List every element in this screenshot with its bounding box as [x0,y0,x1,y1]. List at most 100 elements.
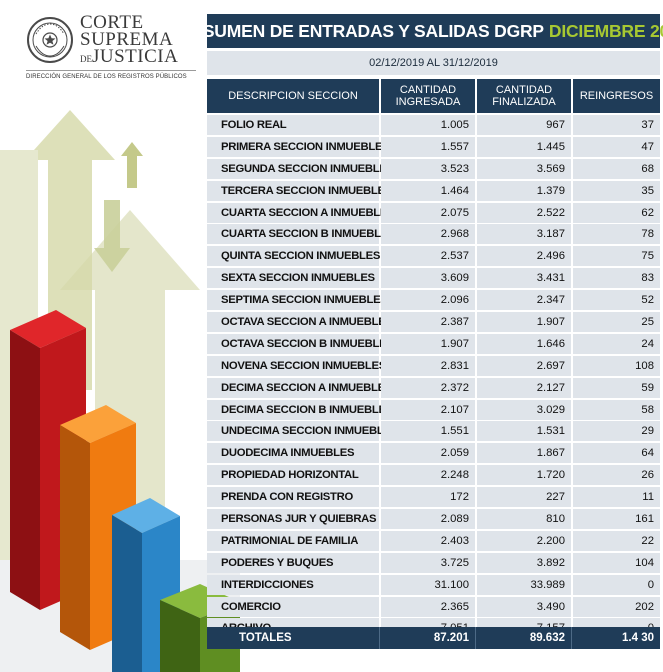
column-header-reingresos: REINGRESOS [573,79,660,113]
decorative-bar-graphic [0,110,240,672]
table-row: SEGUNDA SECCION INMUEBLES 3.523 3.569 68 [207,158,660,179]
table-body: FOLIO REAL 1.005 967 37 PRIMERA SECCION INMU… [207,115,660,640]
row-description: UNDECIMA SECCION INMUEBLES [207,421,398,442]
table-row: OCTAVA SECCION A INMUEBLES 2.387 1.907 25 [207,312,660,333]
row-reingresos: 104 [573,552,660,573]
row-ingresada: 2.387 [381,312,475,333]
row-description: QUINTA SECCION INMUEBLES [207,246,380,267]
row-description: OCTAVA SECCION B INMUEBLES [207,333,394,354]
totals-row: TOTALES 87.201 89.632 1.4 30 [207,627,660,649]
row-reingresos: 68 [573,158,660,179]
title-main: RESUMEN DE ENTRADAS Y SALIDAS DGRP [178,20,544,41]
row-ingresada: 31.100 [381,574,475,595]
row-reingresos: 0 [573,574,660,595]
row-finalizada: 2.697 [477,355,571,376]
arrow-up-medium-icon [25,110,115,390]
row-ingresada: 1.907 [381,333,475,354]
row-description: SEXTA SECCION INMUEBLES [207,268,379,289]
row-finalizada: 810 [477,509,571,530]
row-finalizada: 1.379 [477,180,571,201]
row-finalizada: 1.646 [477,333,571,354]
row-reingresos: 64 [573,443,660,464]
row-reingresos: 22 [573,530,660,551]
row-ingresada: 2.089 [381,509,475,530]
row-ingresada: 3.523 [381,158,475,179]
row-ingresada: 2.403 [381,530,475,551]
row-finalizada: 3.490 [477,596,571,617]
totals-divider [475,627,476,649]
row-ingresada: 3.725 [381,552,475,573]
table-row: PRENDA CON REGISTRO 172 227 11 [207,487,660,508]
totals-divider [379,627,380,649]
row-finalizada: 2.200 [477,530,571,551]
row-description: PROPIEDAD HORIZONTAL [207,465,379,486]
row-finalizada: 3.187 [477,224,571,245]
table-row: PATRIMONIAL DE FAMILIA 2.403 2.200 22 [207,530,660,551]
row-reingresos: 37 [573,115,660,135]
row-description: NOVENA SECCION INMUEBLES [207,355,386,376]
summary-table-panel: RESUMEN DE ENTRADAS Y SALIDAS DGRP DICIE… [179,14,663,670]
row-reingresos: 26 [573,465,660,486]
table-row: PRIMERA SECCION INMUEBLES 1.557 1.445 47 [207,136,660,157]
table-row: PODERES Y BUQUES 3.725 3.892 104 [207,552,660,573]
logo-subtitle: DIRECCIÓN GENERAL DE LOS REGISTROS PÚBLI… [26,74,187,80]
column-header-ingresada: CANTIDAD INGRESADA [381,79,475,113]
table-row: NOVENA SECCION INMUEBLES 2.831 2.697 108 [207,355,660,376]
row-finalizada: 2.496 [477,246,571,267]
totals-finalizada: 89.632 [529,632,565,644]
row-finalizada: 2.347 [477,290,571,311]
row-reingresos: 24 [573,333,660,354]
row-reingresos: 52 [573,290,660,311]
row-finalizada: 3.569 [477,158,571,179]
row-finalizada: 1.720 [477,465,571,486]
row-reingresos: 161 [573,509,660,530]
table-row: SEPTIMA SECCION INMUEBLES 2.096 2.347 52 [207,290,660,311]
row-finalizada: 227 [477,487,571,508]
row-reingresos: 108 [573,355,660,376]
row-description: PODERES Y BUQUES [207,552,379,573]
row-finalizada: 3.431 [477,268,571,289]
row-finalizada: 3.892 [477,552,571,573]
totals-divider [571,627,572,649]
csj-logo: CORTE SUPREMA DEJUSTICIA DIRECCIÓN GENER… [22,12,202,82]
row-ingresada: 2.248 [381,465,475,486]
table-row: TERCERA SECCION INMUEBLES 1.464 1.379 35 [207,180,660,201]
national-seal-icon [27,17,73,63]
row-reingresos: 62 [573,202,660,223]
row-description: PERSONAS JUR Y QUIEBRAS [207,509,379,530]
row-description: PATRIMONIAL DE FAMILIA [207,530,379,551]
column-header-descripcion: DESCRIPCION SECCION [207,79,379,113]
row-finalizada: 1.445 [477,136,571,157]
table-row: PROPIEDAD HORIZONTAL 2.248 1.720 26 [207,465,660,486]
table-row: CUARTA SECCION B INMUEBLES 2.968 3.187 78 [207,224,660,245]
row-reingresos: 59 [573,377,660,398]
row-reingresos: 83 [573,268,660,289]
row-finalizada: 2.522 [477,202,571,223]
table-row: SEXTA SECCION INMUEBLES 3.609 3.431 83 [207,268,660,289]
row-description: SEPTIMA SECCION INMUEBLES [207,290,388,311]
table-row: QUINTA SECCION INMUEBLES 2.537 2.496 75 [207,246,660,267]
row-description: PRIMERA SECCION INMUEBLES [207,136,390,157]
logo-line-suprema: SUPREMA [80,29,174,50]
row-reingresos: 35 [573,180,660,201]
row-description: CUARTA SECCION B INMUEBLES [207,224,396,245]
table-row: FOLIO REAL 1.005 967 37 [207,115,660,135]
row-ingresada: 2.831 [381,355,475,376]
totals-label: TOTALES [239,632,292,644]
table-row: UNDECIMA SECCION INMUEBLES 1.551 1.531 29 [207,421,660,442]
row-description: TERCERA SECCION INMUEBLES [207,180,392,201]
row-description: PRENDA CON REGISTRO [207,487,379,508]
title-highlight: DICIEMBRE 2019 [548,20,663,41]
row-ingresada: 3.609 [381,268,475,289]
row-ingresada: 2.075 [381,202,475,223]
row-ingresada: 2.096 [381,290,475,311]
row-reingresos: 25 [573,312,660,333]
row-ingresada: 172 [381,487,475,508]
row-reingresos: 58 [573,399,660,420]
row-ingresada: 2.537 [381,246,475,267]
row-finalizada: 1.867 [477,443,571,464]
row-description: COMERCIO [207,596,379,617]
blue-bar [112,498,180,672]
table-row: OCTAVA SECCION B INMUEBLES 1.907 1.646 24 [207,333,660,354]
table-row: DECIMA SECCION B INMUEBLES 2.107 3.029 58 [207,399,660,420]
